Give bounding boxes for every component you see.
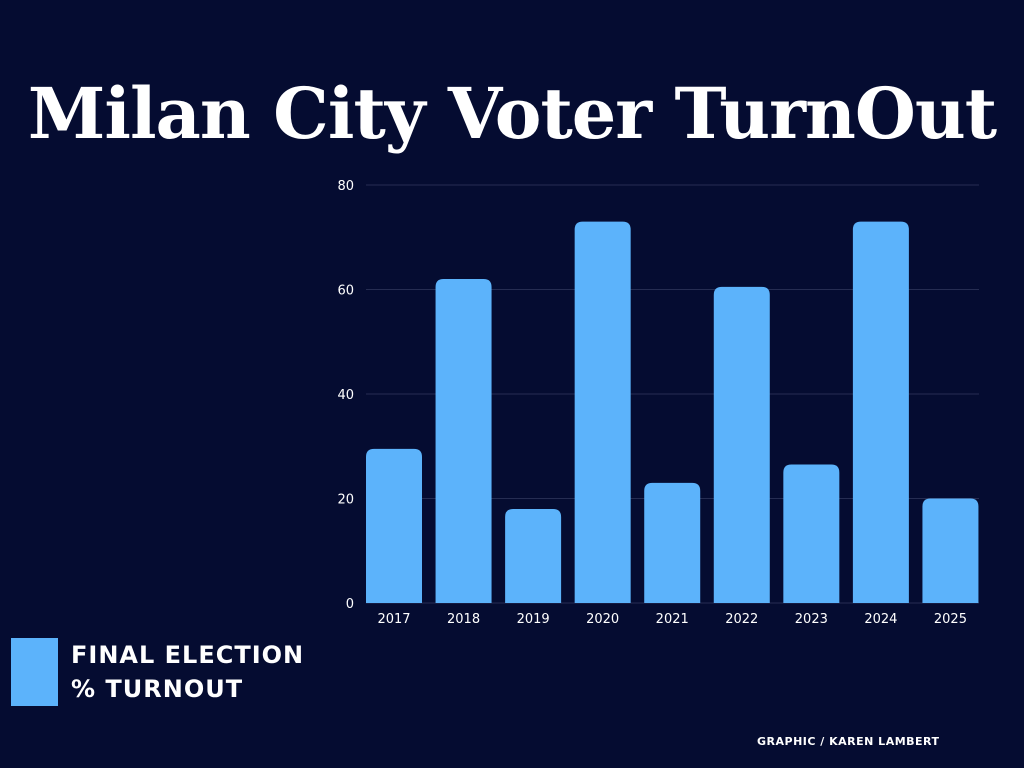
x-tick-label: 2018: [447, 612, 480, 627]
x-tick-label: 2021: [656, 612, 689, 627]
x-tick-label: 2024: [864, 612, 897, 627]
bar-2023: [783, 464, 840, 603]
credit-text: GRAPHIC / KAREN LAMBERT: [757, 735, 940, 748]
bar-2019: [505, 508, 562, 603]
bar-2020: [574, 221, 631, 603]
bar-2022: [713, 286, 770, 603]
y-tick-label: 80: [337, 179, 354, 194]
legend-line-2: % TURNOUT: [71, 675, 244, 703]
y-tick-label: 40: [337, 388, 354, 403]
x-tick-label: 2023: [795, 612, 828, 627]
bar-2021: [644, 482, 701, 603]
x-tick-label: 2019: [517, 612, 550, 627]
legend-label: FINAL ELECTION % TURNOUT: [71, 638, 304, 706]
y-tick-label: 0: [346, 597, 354, 612]
legend-swatch: [11, 638, 58, 706]
y-tick-label: 20: [337, 493, 354, 508]
x-tick-label: 2022: [725, 612, 758, 627]
chart-title: Milan City Voter TurnOut: [27, 72, 997, 155]
bar-2024: [852, 221, 909, 603]
x-tick-label: 2020: [586, 612, 619, 627]
x-tick-label: 2017: [377, 612, 410, 627]
legend-line-1: FINAL ELECTION: [71, 641, 305, 669]
x-tick-label: 2025: [934, 612, 967, 627]
y-tick-label: 60: [337, 284, 354, 299]
bar-2017: [366, 448, 422, 603]
bar-2025: [922, 498, 979, 603]
bar-2018: [435, 279, 492, 603]
